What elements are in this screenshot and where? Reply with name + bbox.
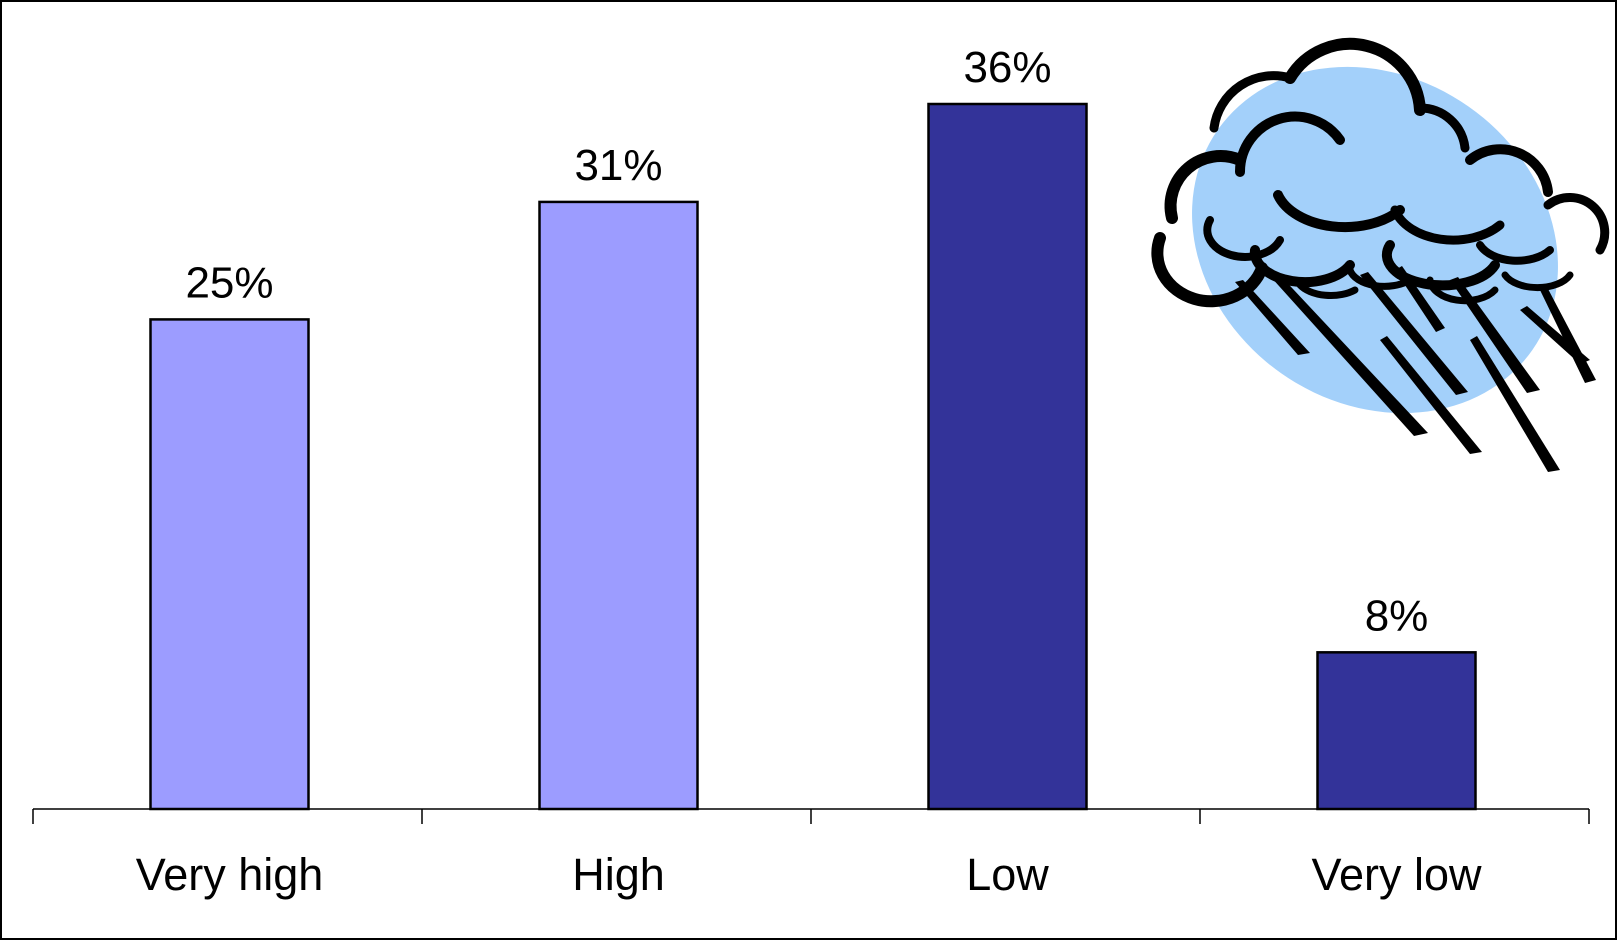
x-axis-tick-labels: Very high High Low Very low (136, 849, 1482, 900)
bars-group (149, 102, 1477, 811)
bar-very-high (149, 318, 310, 811)
value-label: 25% (185, 258, 273, 307)
x-axis-ticks (32, 809, 1590, 824)
bar-low (927, 102, 1088, 811)
value-label: 31% (574, 141, 662, 190)
bar-high (538, 200, 699, 811)
bar-very-low (1316, 651, 1477, 811)
value-label: 36% (963, 43, 1051, 92)
value-label: 8% (1365, 591, 1429, 640)
value-labels-group: 25% 31% 36% 8% (185, 43, 1428, 640)
category-label: High (572, 849, 665, 900)
category-label: Very low (1311, 849, 1482, 900)
category-label: Low (966, 849, 1049, 900)
category-label: Very high (136, 849, 324, 900)
rain-cloud-icon (1151, 37, 1610, 472)
